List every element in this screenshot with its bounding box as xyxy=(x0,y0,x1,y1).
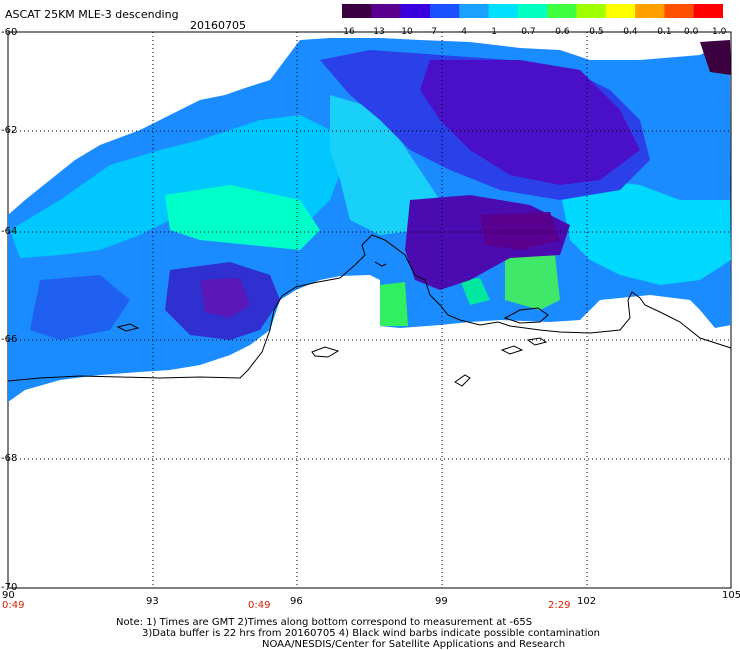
colorbar-segment xyxy=(664,4,695,18)
colorbar-label: -4 xyxy=(458,27,467,37)
swath-purple xyxy=(200,278,250,318)
swath-green xyxy=(380,282,408,326)
swath-green xyxy=(460,278,490,305)
lat-label: -62 xyxy=(1,125,18,136)
lat-label: -64 xyxy=(1,226,18,237)
swath-purple xyxy=(420,60,640,185)
note-line: NOAA/NESDIS/Center for Satellite Applica… xyxy=(262,639,566,650)
time-label: 2:29 xyxy=(548,600,571,611)
lon-label: 99 xyxy=(435,596,448,607)
lat-label: -68 xyxy=(1,453,18,464)
lon-label: 93 xyxy=(146,596,159,607)
swath-green xyxy=(505,255,560,310)
note-line: 3)Data buffer is 22 hrs from 20160705 4)… xyxy=(142,628,600,639)
colorbar-label: -13 xyxy=(370,27,385,37)
colorbar-label: -16 xyxy=(340,27,355,37)
colorbar-label: -0.6 xyxy=(552,27,570,37)
colorbar xyxy=(342,4,723,18)
time-label: 0:49 xyxy=(2,600,25,611)
data-swath xyxy=(8,38,731,402)
swath-cyan xyxy=(165,185,320,250)
lon-label: 90 xyxy=(2,590,15,601)
swath-cyan xyxy=(560,180,731,285)
colorbar-segment xyxy=(342,4,372,18)
colorbar-segment xyxy=(488,4,519,18)
colorbar-label: -0.5 xyxy=(586,27,604,37)
colorbar-segment xyxy=(517,4,548,18)
lat-label: -60 xyxy=(1,27,18,38)
colorbar-label: -0.7 xyxy=(518,27,536,37)
map-title: ASCAT 25KM MLE-3 descending xyxy=(5,8,179,21)
map-date: 20160705 xyxy=(190,19,246,32)
colorbar-segment xyxy=(547,4,577,18)
colorbar-label: 0.0 xyxy=(684,27,699,37)
swath-dark xyxy=(700,40,731,75)
colorbar-segment xyxy=(605,4,636,18)
lat-label: -66 xyxy=(1,334,18,345)
coastline xyxy=(7,234,732,387)
note-line: Note: 1) Times are GMT 2)Times along bot… xyxy=(116,617,533,628)
colorbar-label: -7 xyxy=(428,27,437,37)
colorbar-label: 1.0 xyxy=(712,27,727,37)
colorbar-segment xyxy=(371,4,402,18)
colorbar-segment xyxy=(635,4,665,18)
colorbar-segment xyxy=(400,4,431,18)
lat-label: -70 xyxy=(1,582,18,593)
colorbar-segment xyxy=(693,4,723,18)
colorbar-label: -0.4 xyxy=(620,27,638,37)
swath-blue xyxy=(30,275,130,340)
colorbar-segment xyxy=(459,4,490,18)
graticule xyxy=(8,32,731,588)
lon-label: 102 xyxy=(577,596,597,607)
swath-dark xyxy=(480,212,560,250)
colorbar-label: -1 xyxy=(488,27,497,37)
colorbar-label: -10 xyxy=(398,27,413,37)
time-label: 0:49 xyxy=(248,600,271,611)
colorbar-segment xyxy=(429,4,460,18)
lon-label: 96 xyxy=(290,596,303,607)
colorbar-segment xyxy=(576,4,607,18)
colorbar-label: -0.1 xyxy=(654,27,672,37)
lon-label: 105 xyxy=(722,590,740,601)
